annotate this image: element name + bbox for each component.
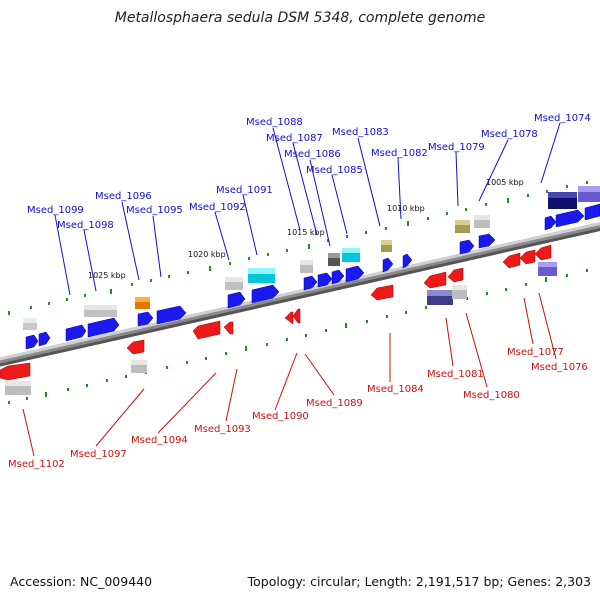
leader-lines-bottom [22,292,557,457]
scale-label: 1010 kbp [387,204,425,213]
gene-labels-bottom: Msed_1102 Msed_1097 Msed_1094 Msed_1093 … [8,347,588,470]
gene-arrow [331,269,345,285]
gene-label: Msed_1094 [131,435,188,446]
feature-boxes [5,186,600,395]
scale-labels: 1025 kbp 1020 kbp 1015 kbp 1010 kbp 1005… [88,178,524,280]
gene-arrow [25,334,39,350]
gene-label: Msed_1098 [57,220,114,231]
gene-box-gray [225,277,243,290]
gene-arrow [192,320,221,340]
gene-arrow [227,291,246,309]
gene-arrow [345,265,365,283]
gene-box-gray [452,285,467,299]
gene-arrow [555,209,585,228]
gene-arrow [303,275,318,291]
gene-arrow [544,215,557,231]
gene-arrow [126,339,145,355]
forward-genes [25,203,600,350]
gene-label: Msed_1087 [266,133,323,144]
scale-label: 1020 kbp [188,250,226,259]
gene-arrow [87,317,120,338]
gene-arrow [478,233,496,249]
gene-label: Msed_1077 [507,347,564,358]
gene-label: Msed_1081 [427,369,484,380]
gene-arrow [65,324,87,342]
gene-arrow [534,244,552,261]
gene-label: Msed_1089 [306,398,363,409]
gene-label: Msed_1097 [70,449,127,460]
gene-label: Msed_1102 [8,459,65,470]
scale-label: 1015 kbp [287,228,325,237]
reverse-genes [0,244,552,381]
gene-box-cyan [342,248,360,262]
gene-arrow [38,331,51,347]
gene-label: Msed_1084 [367,384,424,395]
gene-arrow [0,362,31,381]
gene-label: Msed_1074 [534,113,591,124]
topology-text: Topology: circular; Length: 2,191,517 bp… [247,574,591,589]
gene-label: Msed_1088 [246,117,303,128]
gene-box-gray [23,318,37,330]
gene-arrow [519,249,536,265]
gene-box-slate [578,186,600,202]
gene-arrow [223,321,234,335]
gene-labels-top: Msed_1099 Msed_1098 Msed_1096 Msed_1095 … [27,113,591,231]
gene-arrow [459,239,475,255]
gene-arrow [447,267,464,283]
gene-box-orange [135,297,150,309]
gene-label: Msed_1078 [481,129,538,140]
gene-box-slate [538,262,557,276]
gene-box-gray [300,260,313,273]
gene-arrow [402,253,413,269]
map-title: Metallosphaera sedula DSM 5348, complete… [114,10,486,26]
gene-label: Msed_1082 [371,148,428,159]
gene-arrow [284,311,294,325]
gene-box-gray [131,360,147,373]
gene-arrow [370,284,394,301]
gene-box-navy [548,192,577,209]
gene-label: Msed_1091 [216,185,273,196]
gene-arrow [423,271,447,289]
gene-label: Msed_1095 [126,205,183,216]
gene-box-gray [5,381,31,395]
gene-box-olive [455,220,470,233]
gene-box-gray [474,215,490,228]
scale-label: 1005 kbp [486,178,524,187]
gene-label: Msed_1096 [95,191,152,202]
gene-arrow [584,203,600,221]
gene-box-slate [427,290,453,305]
gene-box-cyan [248,268,275,283]
gene-arrow [137,311,154,327]
gene-arrow [156,305,187,325]
gene-label: Msed_1086 [284,149,341,160]
gene-label: Msed_1079 [428,142,485,153]
gene-box-gray [84,305,117,317]
gene-label: Msed_1085 [306,165,363,176]
gene-arrow [317,272,333,288]
scale-ticks-upper [8,181,588,315]
gene-arrow [292,308,301,324]
gene-label: Msed_1090 [252,411,309,422]
gene-label: Msed_1092 [189,202,246,213]
leader-lines-top [54,122,561,296]
gene-label: Msed_1080 [463,390,520,401]
gene-box-darkgray [328,253,340,266]
gene-arrow [382,257,394,273]
gene-label: Msed_1083 [332,127,389,138]
scale-label: 1025 kbp [88,271,126,280]
gene-box-olive [381,240,392,252]
gene-label: Msed_1076 [531,362,588,373]
gene-label: Msed_1093 [194,424,251,435]
genome-backbone [0,222,600,367]
accession-text: Accession: NC_009440 [10,574,153,589]
gene-arrow [502,252,521,269]
gene-arrow [251,284,280,304]
gene-label: Msed_1099 [27,205,84,216]
